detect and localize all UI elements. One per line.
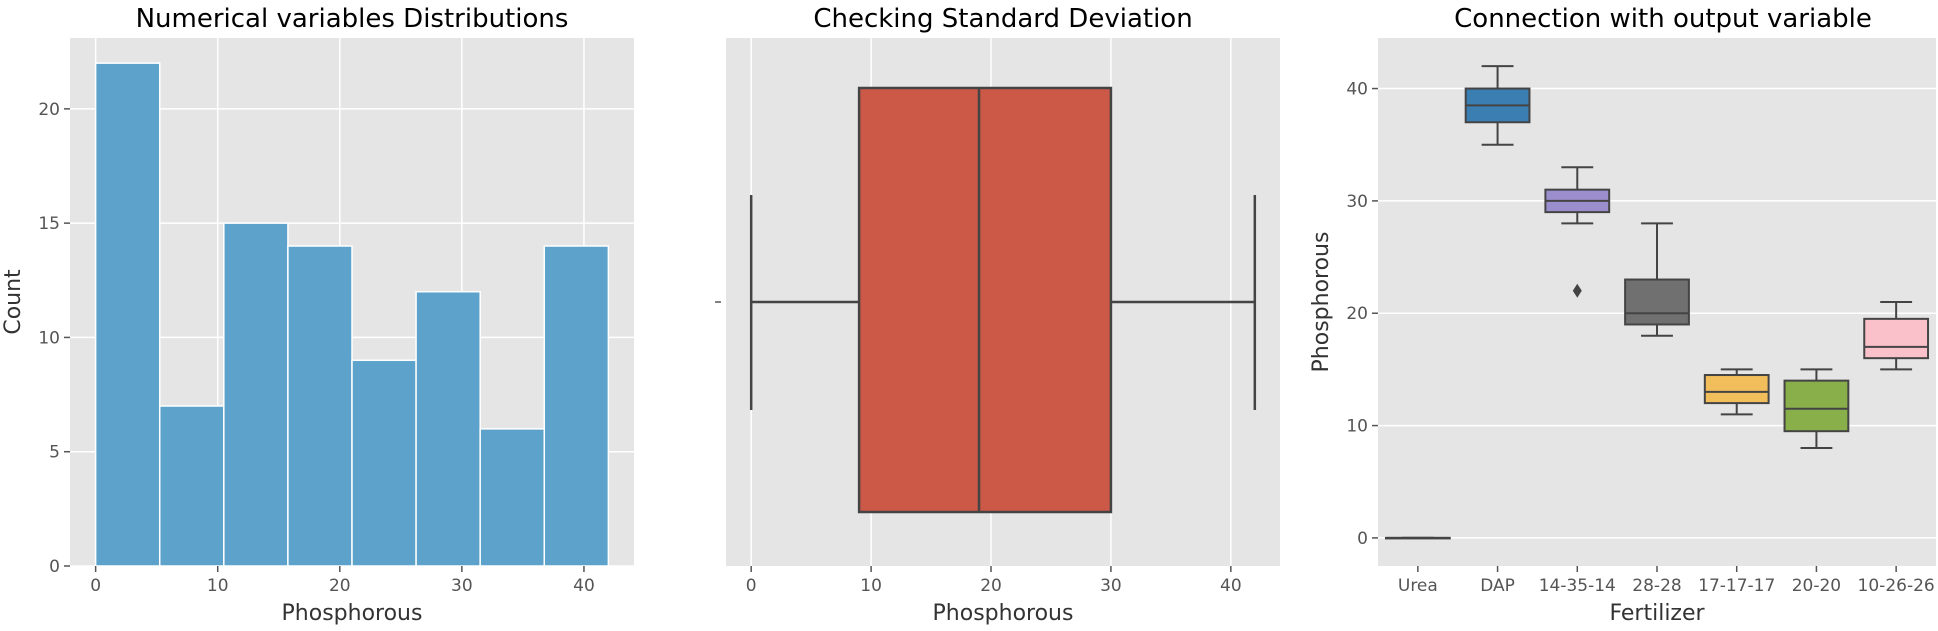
boxplot-x-label: Phosphorous [933, 601, 1074, 626]
histogram-x-label: Phosphorous [282, 601, 423, 626]
histogram-bars [94, 62, 610, 567]
boxplot-title: Checking Standard Deviation [813, 4, 1192, 34]
boxplot-x-tick-label: 40 [1220, 576, 1242, 596]
category-boxplot-panel: Connection with output variable Urea DAP 1… [1309, 4, 1936, 626]
category-boxplot-y-tick-label: 40 [1346, 80, 1368, 100]
boxplot-panel: Checking Standard Deviation 0 10 20 30 40 Ph… [715, 4, 1280, 626]
category-box [1703, 374, 1770, 405]
category-boxplot-y-tick-label: 30 [1346, 192, 1368, 212]
histogram-y-tick-label: 10 [38, 328, 60, 348]
histogram-y-tick-label: 5 [49, 443, 60, 463]
histogram-y-ticks: 0 5 10 15 20 [38, 100, 70, 577]
histogram-x-tick-label: 0 [90, 576, 101, 596]
boxplot-x-tick-label: 10 [860, 576, 882, 596]
category-boxplot-x-ticks: Urea DAP 14-35-14 28-28 17-17-17 20-20 10-26-2… [1398, 566, 1935, 596]
category-boxplot-x-tick-label: 20-20 [1792, 576, 1841, 596]
boxplot-box [857, 86, 1113, 514]
category-box [1624, 278, 1690, 326]
histogram-bar [415, 290, 481, 567]
category-box [1863, 317, 1930, 360]
histogram-bar [479, 428, 546, 567]
boxplot-x-tick-label: 0 [746, 576, 757, 596]
boxplot-x-tick-label: 20 [980, 576, 1002, 596]
histogram-y-tick-label: 15 [38, 214, 60, 234]
boxplot-x-tick-label: 30 [1100, 576, 1122, 596]
histogram-bar [223, 222, 289, 567]
histogram-bar [94, 62, 161, 567]
category-boxplot-x-tick-label: Urea [1398, 576, 1438, 596]
histogram-bar [351, 359, 417, 567]
category-boxplot-y-tick-label: 10 [1346, 417, 1368, 437]
boxplot-marks [749, 86, 1257, 514]
histogram-x-tick-label: 40 [573, 576, 595, 596]
category-boxplot-x-tick-label: 10-26-26 [1858, 576, 1935, 596]
category-boxplot-y-tick-label: 0 [1357, 529, 1368, 549]
histogram-bar [543, 245, 610, 567]
category-boxplot-title: Connection with output variable [1454, 4, 1872, 34]
category-boxplot-x-label: Fertilizer [1609, 601, 1705, 626]
category-box-outlier [1572, 283, 1582, 298]
category-boxplot-x-tick-label: 28-28 [1632, 576, 1681, 596]
boxplot-x-ticks: 0 10 20 30 40 [746, 566, 1242, 596]
category-boxplot-y-tick-label: 20 [1346, 304, 1368, 324]
histogram-x-tick-label: 30 [451, 576, 473, 596]
category-boxplot-marks [1384, 65, 1930, 540]
category-boxplot-x-tick-label: DAP [1480, 576, 1515, 596]
category-boxplot-x-tick-label: 14-35-14 [1539, 576, 1616, 596]
histogram-title: Numerical variables Distributions [136, 4, 569, 34]
histogram-x-ticks: 0 10 20 30 40 [90, 566, 595, 596]
category-box [1783, 379, 1850, 433]
histogram-x-tick-label: 20 [329, 576, 351, 596]
histogram-panel: Numerical variables Distributions 0 10 20 3… [1, 4, 634, 626]
category-boxplot-y-label: Phosphorous [1309, 232, 1334, 373]
histogram-bar [158, 405, 225, 567]
histogram-x-tick-label: 10 [207, 576, 229, 596]
histogram-y-tick-label: 20 [38, 100, 60, 120]
histogram-bar [287, 245, 353, 567]
category-boxplot-y-ticks: 0 10 20 30 40 [1346, 80, 1378, 549]
category-boxplot-x-tick-label: 17-17-17 [1698, 576, 1775, 596]
histogram-y-label: Count [1, 269, 26, 335]
histogram-y-tick-label: 0 [49, 557, 60, 577]
